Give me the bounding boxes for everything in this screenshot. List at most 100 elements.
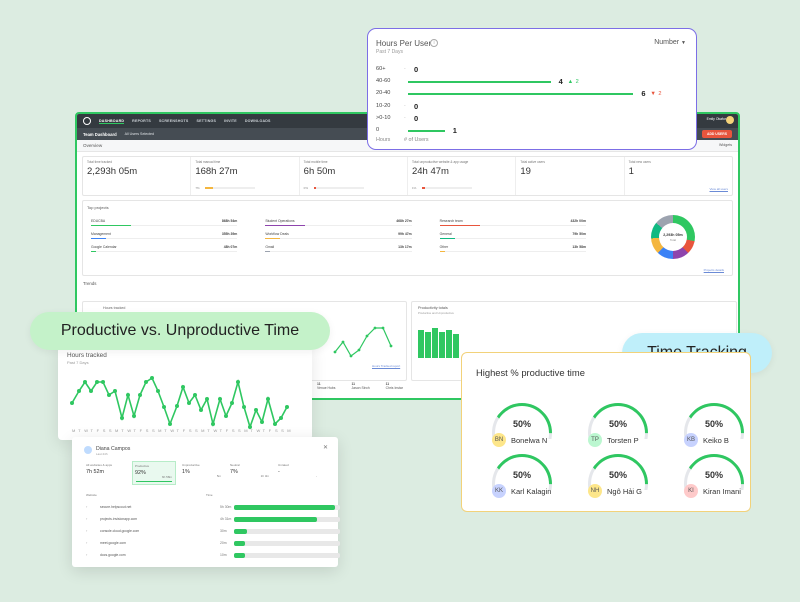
gauge-percent: 50% [512,419,531,429]
project-row[interactable]: Student Operations 468h 27m [265,219,412,226]
bottom-stat-value: 11 [385,382,390,386]
donut-value: 2,293h 05m [663,233,683,237]
productive-user-gauge[interactable]: 50% KB Keiko B [662,403,752,448]
chevron-right-icon[interactable]: › [86,516,88,521]
productive-user-gauge[interactable]: 50% NH Ngô Hải G [566,454,656,499]
chevron-right-icon[interactable]: › [86,552,88,557]
website-row[interactable]: › console.cloud.google.com 30m [86,528,340,536]
project-time: 468h 27m [396,219,412,223]
stat-label: Total manual time [195,160,221,164]
column-website[interactable]: Website [86,493,97,497]
chevron-right-icon[interactable]: › [86,528,88,533]
detail-stat[interactable]: Unproductive 1% 5m [180,461,224,485]
project-row[interactable]: General 79h 50m [439,232,586,239]
project-row[interactable]: Google Calendar 48h 07m [91,245,238,252]
user-count: 4 [558,77,563,87]
detail-stat[interactable]: Productive 92% 6h 58m [132,461,176,485]
avatar [84,446,92,454]
avatar: TP [588,433,602,447]
top-projects-title: Top projects [87,205,109,210]
website-bar-track [234,529,340,534]
productive-user-gauge[interactable]: 50% KI Kiran Imani [662,454,752,499]
chevron-right-icon[interactable]: › [86,504,88,509]
project-row[interactable]: Research team 432h 00m [439,219,586,226]
close-icon[interactable]: ✕ [322,445,328,451]
project-row[interactable]: Workflow Deals 99h 47m [265,232,412,239]
top-projects-list: EDUCBA 868h 54m Student Operations 468h 27m… [91,219,586,252]
user-count: 6 [641,89,646,99]
detail-stat-value: 7h 52m [86,469,104,475]
website-row[interactable]: › meet.google.com 20m [86,540,340,548]
gauge-user-name: Torsten P [607,436,639,445]
column-time[interactable]: Time [206,493,213,497]
nav-invite[interactable]: INVITE [224,119,237,123]
detail-stat[interactable]: All websites & apps 7h 52m [84,461,128,485]
website-bar-track [234,553,340,558]
detail-stat-label: Neutral [230,463,240,467]
nav-screenshots[interactable]: SCREENSHOTS [158,119,189,123]
website-row[interactable]: › projects.invisionapp.com 4h 31m [86,516,340,524]
project-name: Google Calendar [91,245,117,249]
project-time: 868h 54m [221,219,238,223]
overview-stats: Total time tracked 2,293h 05m Total manua… [82,156,733,196]
productive-user-gauge[interactable]: 50% BN Bonelwa N [470,403,560,448]
range-label: 40-60 [376,78,391,85]
projects-donut[interactable]: 2,293h 05m Total [651,215,695,259]
day-label: T [133,428,136,433]
range-label: >0-10 [376,114,391,121]
project-row[interactable]: EDUCBA 868h 54m [91,219,238,226]
project-row[interactable]: Management 355h 39m [91,232,238,239]
info-icon[interactable]: i [430,39,438,47]
hours-report-link[interactable]: Hours Tracked report [372,364,401,368]
detail-stat[interactable]: Unrated - - [276,461,320,485]
website-row[interactable]: › docs.google.com 10m [86,552,340,560]
detail-stat-label: Unrated [278,463,289,467]
trend-up-icon: ▲ [567,78,574,85]
app-logo-icon[interactable] [83,117,91,125]
project-details-link[interactable]: Projects details [703,268,724,272]
nav-settings[interactable]: SETTINGS [196,119,217,123]
day-label: F [182,428,186,433]
project-underline [439,251,445,252]
day-label: W [170,428,175,433]
project-row[interactable]: Other 13h 58m [439,245,586,252]
project-time: 432h 00m [570,219,586,223]
productive-user-gauge[interactable]: 50% KK Karl Kalagin [470,454,560,499]
website-url: meet.google.com [100,541,127,545]
detail-stat[interactable]: Neutral 7% 1h 3m [228,461,272,485]
stat-label: Total unproductive website & app usage [411,160,469,164]
chevron-right-icon[interactable]: › [86,540,88,545]
project-row[interactable]: Gmail 13h 17m [265,245,412,252]
day-label: M [201,428,205,433]
user-count: 0 [414,101,419,111]
users-select[interactable]: All Users Selected [124,132,155,136]
day-label: S [108,428,112,433]
detail-stat-extra: 6h 58m [161,475,172,479]
project-name: EDUCBA [91,219,106,223]
productive-user-gauge[interactable]: 50% TP Torsten P [566,403,656,448]
stat-value: 24h 47m [411,166,449,177]
day-label: S [151,428,155,433]
bottom-stat: 11 Chris Instar [386,382,403,398]
nav-downloads[interactable]: DOWNLOADS [244,119,271,123]
user-name[interactable]: Emily Okafor [706,117,726,121]
avatar: KI [684,484,698,498]
nav-reports[interactable]: REPORTS [132,119,151,123]
zero-dot: · [404,102,406,109]
add-users-button[interactable]: ADD USERS [702,130,732,138]
widgets-button[interactable]: Widgets [719,143,732,147]
website-row[interactable]: › secure.helpscout.net 5h 30m [86,504,340,512]
day-label: M [244,428,248,433]
detail-stat-label: Unproductive [182,463,200,467]
detail-stat-bar [136,480,172,482]
range-label: 0 [376,127,380,133]
zero-dot: · [404,66,406,72]
view-all-users-link[interactable]: View all users [709,187,728,191]
nav-dashboard[interactable]: DASHBOARD [99,118,125,124]
metric-select[interactable]: Number ▼ [654,39,686,46]
day-label: F [96,428,100,433]
stat-label: Total mobile time [303,160,328,164]
avatar[interactable] [726,116,734,124]
